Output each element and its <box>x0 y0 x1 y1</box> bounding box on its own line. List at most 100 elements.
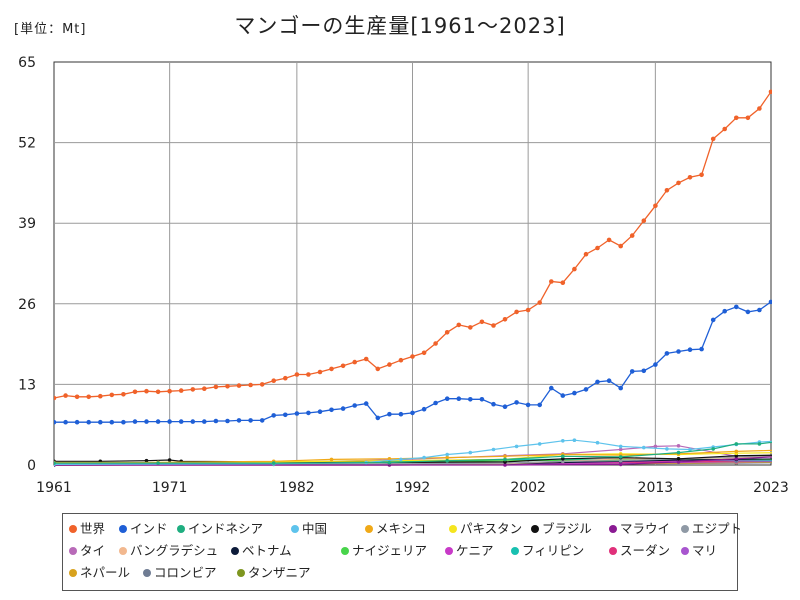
data-point <box>781 439 785 443</box>
data-point <box>363 356 369 362</box>
data-point <box>329 457 334 462</box>
data-point <box>271 378 277 384</box>
data-point <box>595 440 600 445</box>
data-point <box>664 351 670 356</box>
data-point <box>572 266 577 272</box>
legend-marker-icon <box>69 547 77 555</box>
data-point <box>491 323 496 328</box>
data-point <box>491 447 496 452</box>
legend-item: パキスタン <box>449 518 522 537</box>
y-tick-label: 13 <box>18 377 36 393</box>
data-point <box>109 419 115 425</box>
x-tick-label: 1961 <box>36 480 72 496</box>
legend-label: タイ <box>80 543 106 558</box>
legend-label: マラウイ <box>620 521 671 536</box>
data-point <box>178 419 184 424</box>
legend-marker-icon <box>681 547 689 555</box>
data-point <box>421 406 427 412</box>
legend-label: コロンビア <box>154 565 217 580</box>
data-point <box>283 412 288 418</box>
legend-item: メキシコ <box>365 518 426 537</box>
data-point <box>561 439 565 443</box>
data-point <box>202 419 207 424</box>
data-point <box>329 407 334 413</box>
data-point <box>375 415 381 421</box>
legend-item: タンザニア <box>237 562 311 581</box>
data-point <box>306 372 311 377</box>
data-point <box>781 458 785 462</box>
data-point <box>572 438 577 443</box>
data-point <box>144 458 149 463</box>
legend-marker-icon <box>119 525 127 533</box>
data-point <box>665 447 669 451</box>
legend-item: スーダン <box>609 540 670 559</box>
data-point <box>422 455 426 460</box>
data-point <box>780 87 785 92</box>
legend-label: パキスタン <box>460 521 523 536</box>
data-point <box>502 317 508 322</box>
legend-marker-icon <box>69 569 77 577</box>
data-point <box>167 388 172 394</box>
data-point <box>780 300 785 305</box>
legend-marker-icon <box>291 525 299 533</box>
x-tick-label: 1982 <box>279 480 315 496</box>
data-point <box>398 357 404 363</box>
data-point <box>781 453 785 457</box>
data-point <box>329 366 334 372</box>
data-point <box>144 388 149 394</box>
data-point <box>109 392 115 398</box>
data-point <box>340 406 346 411</box>
data-point <box>734 442 739 446</box>
data-point <box>445 452 450 457</box>
data-point <box>317 409 323 415</box>
data-point <box>225 418 230 424</box>
data-point <box>757 442 762 446</box>
data-point <box>86 419 91 425</box>
y-tick-label: 65 <box>18 55 36 71</box>
legend-marker-icon <box>609 547 617 555</box>
legend-item: エジプト <box>681 518 742 537</box>
data-point <box>676 457 681 461</box>
data-point <box>537 300 542 305</box>
data-point <box>572 390 577 396</box>
series-line <box>54 301 772 423</box>
data-point <box>676 450 681 455</box>
data-point <box>525 402 531 408</box>
data-point <box>699 346 704 352</box>
data-point <box>757 307 762 313</box>
data-point <box>352 359 358 365</box>
data-point <box>387 362 392 367</box>
data-point <box>734 453 739 458</box>
data-point <box>503 454 507 459</box>
legend-marker-icon <box>681 525 689 533</box>
data-point <box>479 397 485 402</box>
data-point <box>63 393 68 398</box>
data-point <box>676 460 681 464</box>
data-point <box>271 413 277 418</box>
data-point <box>444 396 450 402</box>
y-tick-label: 39 <box>18 216 36 232</box>
legend-label: インド <box>130 521 168 536</box>
x-tick-label: 1971 <box>152 480 188 496</box>
chart-title: マンゴーの生産量[1961～2023] <box>234 14 566 38</box>
data-point <box>399 457 403 462</box>
data-point <box>781 439 785 443</box>
data-point <box>629 369 635 374</box>
legend-label: フィリピン <box>522 543 585 558</box>
data-point <box>641 218 647 223</box>
data-point <box>74 419 80 425</box>
data-point <box>271 461 276 465</box>
legend-label: ネパール <box>80 565 131 580</box>
legend-marker-icon <box>511 547 519 555</box>
legend-label: ケニア <box>456 543 494 558</box>
data-point <box>561 457 565 461</box>
data-point <box>190 419 196 424</box>
data-point <box>468 325 473 330</box>
data-point <box>445 458 450 463</box>
data-point <box>121 392 126 397</box>
data-point <box>537 442 542 446</box>
data-point <box>387 457 392 461</box>
data-point <box>606 237 612 243</box>
data-point <box>560 280 566 286</box>
data-point <box>734 449 739 454</box>
